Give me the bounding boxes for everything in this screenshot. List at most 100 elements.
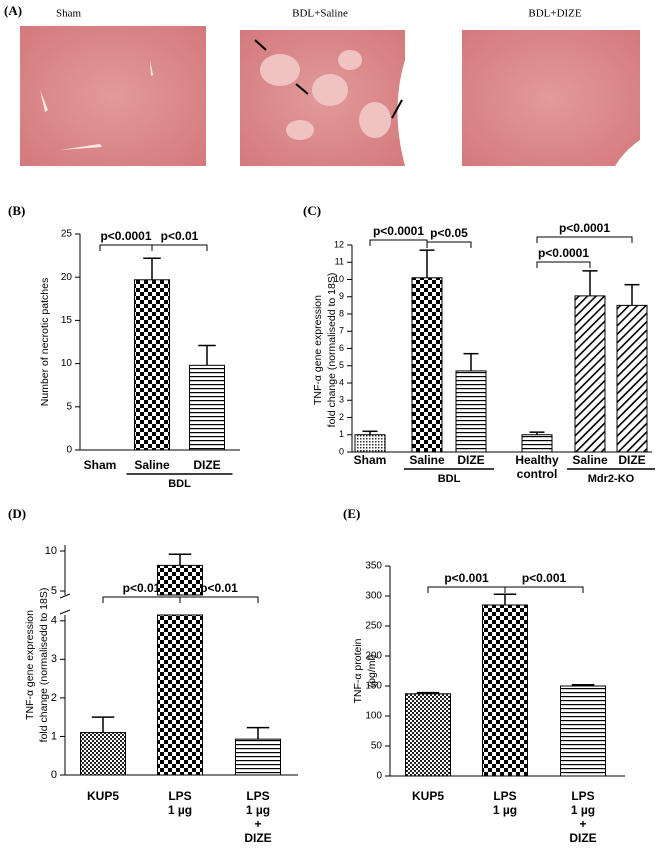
y-tick-label: 300 xyxy=(365,591,382,602)
bar xyxy=(405,693,451,777)
y-tick-label: 2 xyxy=(51,692,57,704)
y-tick-label: 15 xyxy=(61,315,73,326)
y-axis-title: TNF-α gene expression xyxy=(24,610,36,720)
panel-label: (A) xyxy=(4,3,22,18)
significance-bracket xyxy=(536,261,591,268)
bar xyxy=(482,604,528,777)
y-tick-label: 0 xyxy=(339,446,344,456)
significance-bracket xyxy=(369,239,428,246)
x-tick-label: DIZE xyxy=(193,458,220,472)
y-tick-label: 10 xyxy=(334,274,344,284)
significance-bracket xyxy=(179,596,259,603)
group-label: Mdr2-KO xyxy=(588,473,635,485)
y-tick-label: 10 xyxy=(45,545,57,557)
significance-bracket xyxy=(536,236,633,243)
necrotic-patches xyxy=(260,50,391,140)
y-tick-label: 25 xyxy=(61,229,73,240)
x-tick-label: KUP5 xyxy=(412,789,444,803)
x-tick-label: 1 µg xyxy=(493,803,517,817)
arrows xyxy=(254,39,403,119)
y-tick-label: 150 xyxy=(365,681,382,692)
bar xyxy=(80,732,126,776)
y-axis-title: Number of necrotic patches xyxy=(39,278,51,406)
bar xyxy=(235,738,281,776)
bar xyxy=(189,364,225,451)
p-value: p<0.01 xyxy=(161,229,199,243)
x-tick-label: Healthy xyxy=(515,453,559,467)
y-tick-label: 1 xyxy=(339,429,344,439)
significance-bracket xyxy=(151,244,208,251)
y-axis-title: fold change (normalisedd to 18S) xyxy=(38,588,50,743)
y-tick-label: 0 xyxy=(376,771,382,782)
y-tick-label: 7 xyxy=(339,326,344,336)
bar xyxy=(560,685,606,777)
y-tick-label: 350 xyxy=(365,561,382,572)
p-value: p<0.0001 xyxy=(100,229,151,243)
x-tick-label: Saline xyxy=(572,453,608,467)
p-value: p<0.0001 xyxy=(559,221,610,235)
bar xyxy=(521,434,553,453)
axis-break xyxy=(59,593,71,615)
panel-label: (B) xyxy=(8,203,25,218)
bar xyxy=(157,614,203,776)
x-tick-label: Saline xyxy=(409,453,445,467)
x-tick-label: 1 µg xyxy=(168,803,192,817)
y-tick-label: 6 xyxy=(339,343,344,353)
y-tick-label: 9 xyxy=(339,291,344,301)
y-tick-label: 250 xyxy=(365,621,382,632)
y-tick-label: 8 xyxy=(339,308,344,318)
y-axis-title: TNF-α gene expression xyxy=(312,295,324,405)
bar xyxy=(616,304,648,453)
y-tick-label: 1 xyxy=(51,730,57,742)
y-tick-label: 5 xyxy=(51,585,57,597)
x-tick-label: + xyxy=(579,817,586,831)
p-value: p<0.001 xyxy=(522,571,567,585)
x-tick-label: LPS xyxy=(168,789,191,803)
x-tick-label: + xyxy=(254,817,261,831)
y-tick-label: 5 xyxy=(339,360,344,370)
x-tick-label: 1 µg xyxy=(571,803,595,817)
y-tick-label: 0 xyxy=(66,445,72,456)
p-value: p<0.001 xyxy=(444,571,489,585)
y-tick-label: 3 xyxy=(339,395,344,405)
image-caption: Sham xyxy=(56,8,82,20)
x-tick-label: DIZE xyxy=(457,453,484,467)
bar xyxy=(354,434,386,453)
significance-bracket xyxy=(504,586,584,593)
bar xyxy=(455,370,487,453)
x-tick-label: Saline xyxy=(134,458,170,472)
group-label: BDL xyxy=(168,478,191,490)
p-value: p<0.01 xyxy=(200,581,238,595)
y-tick-label: 4 xyxy=(339,377,344,387)
histology-image xyxy=(20,26,206,166)
y-tick-label: 10 xyxy=(61,358,73,369)
x-tick-label: control xyxy=(517,467,558,481)
bar xyxy=(574,295,606,453)
bar xyxy=(157,564,203,596)
panel-label: (D) xyxy=(8,506,26,521)
y-axis-title: (pg/ml) xyxy=(366,655,378,688)
bar xyxy=(411,277,443,453)
panel-a: (A) Sham BDL+Saline BDL+DIZE xyxy=(4,3,640,166)
p-value: p<0.0001 xyxy=(373,224,424,238)
significance-bracket xyxy=(99,244,153,251)
significance-bracket xyxy=(102,596,181,603)
p-value: p<0.01 xyxy=(123,581,161,595)
y-tick-label: 2 xyxy=(339,412,344,422)
y-tick-label: 12 xyxy=(334,239,344,249)
y-tick-label: 100 xyxy=(365,711,382,722)
histology-image xyxy=(462,30,640,166)
y-tick-label: 0 xyxy=(51,769,57,781)
image-caption: BDL+Saline xyxy=(292,8,348,20)
group-label: BDL xyxy=(438,473,461,485)
panel-label: (E) xyxy=(343,506,360,521)
y-tick-label: 11 xyxy=(335,257,344,267)
x-tick-label: LPS xyxy=(571,789,594,803)
x-tick-label: DIZE xyxy=(618,453,645,467)
p-value: p<0.05 xyxy=(430,226,468,240)
x-tick-label: LPS xyxy=(493,789,516,803)
y-tick-label: 200 xyxy=(365,651,382,662)
image-caption: BDL+DIZE xyxy=(528,8,582,20)
y-axis-title: fold change (normalisedd to 18S) xyxy=(326,273,338,428)
